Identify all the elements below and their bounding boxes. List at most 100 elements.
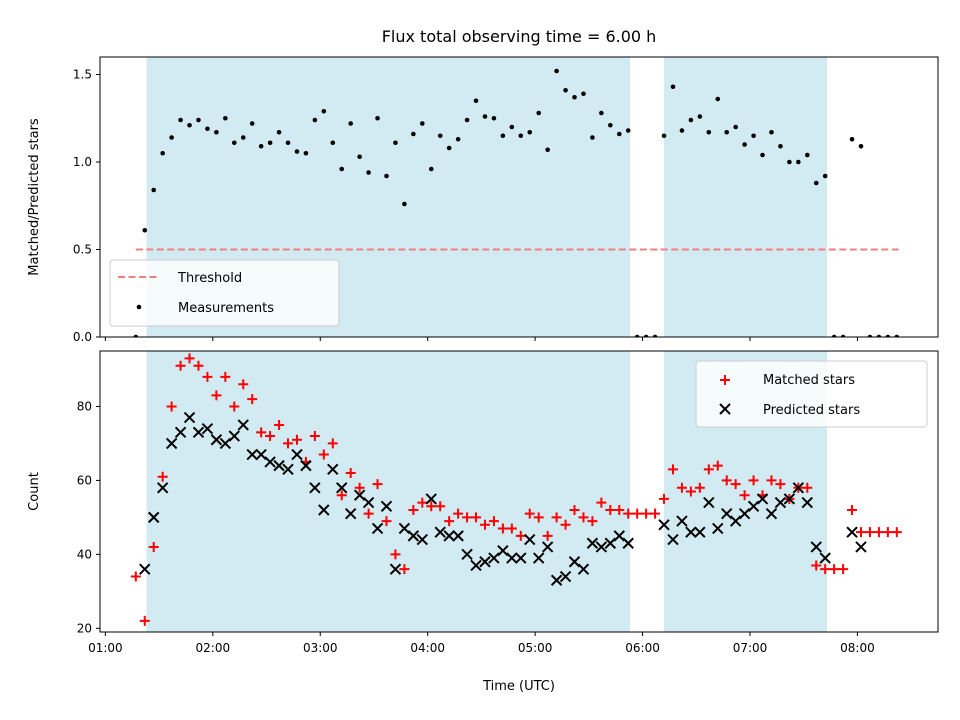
measurement-point bbox=[813, 180, 819, 186]
measurement-point bbox=[509, 124, 515, 130]
matched-star-point bbox=[766, 475, 777, 486]
matched-star-point bbox=[694, 482, 705, 493]
plot-marks bbox=[133, 68, 900, 337]
predicted-star-point bbox=[846, 526, 858, 538]
predicted-star-point bbox=[210, 434, 223, 446]
measurement-point bbox=[536, 110, 541, 116]
measurement-point bbox=[608, 122, 613, 128]
x-tick-label: 08:00 bbox=[840, 641, 875, 655]
measurement-point bbox=[545, 147, 550, 153]
predicted-star-point bbox=[747, 500, 760, 512]
measurement-point bbox=[500, 133, 506, 139]
matched-star-point bbox=[641, 508, 652, 519]
predicted-star-point bbox=[165, 437, 178, 450]
measurement-point bbox=[446, 145, 452, 151]
matched-star-point bbox=[130, 571, 141, 582]
measurement-point bbox=[330, 140, 336, 146]
matched-star-point bbox=[238, 379, 249, 390]
predicted-star-point bbox=[264, 456, 276, 468]
measurement-point bbox=[357, 154, 362, 160]
matched-star-point bbox=[739, 490, 750, 501]
predicted-star-point bbox=[192, 426, 205, 439]
y-tick-label: 40 bbox=[77, 547, 92, 561]
measurement-point bbox=[760, 152, 765, 158]
matched-star-point bbox=[497, 523, 508, 534]
matched-star-point bbox=[703, 464, 714, 475]
measurement-point bbox=[240, 135, 246, 140]
predicted-star-point bbox=[801, 496, 813, 509]
measurement-point bbox=[366, 170, 371, 175]
predicted-star-point bbox=[443, 530, 455, 542]
matched-star-point bbox=[417, 497, 428, 508]
plot-marks bbox=[130, 353, 902, 626]
y-tick-label: 60 bbox=[77, 473, 92, 487]
measurement-point bbox=[679, 128, 685, 133]
measurement-point bbox=[384, 173, 389, 179]
matched-star-point bbox=[891, 527, 902, 538]
measurement-point bbox=[294, 149, 300, 154]
measurement-point bbox=[688, 117, 694, 123]
matched-star-point bbox=[363, 508, 374, 519]
measurement-point bbox=[473, 98, 479, 104]
measurement-point bbox=[822, 173, 828, 179]
y-tick-label: 20 bbox=[77, 621, 92, 635]
legend-predicted-label: Predicted stars bbox=[763, 403, 860, 418]
predicted-star-point bbox=[515, 552, 527, 564]
measurement-point bbox=[375, 115, 380, 121]
matched-star-point bbox=[211, 390, 222, 401]
matched-star-point bbox=[829, 564, 840, 575]
predicted-star-point bbox=[255, 448, 267, 461]
measurement-point bbox=[697, 114, 703, 119]
matched-star-point bbox=[856, 527, 867, 538]
legend-predicted-swatch bbox=[719, 403, 731, 415]
measurement-point bbox=[196, 117, 201, 123]
predicted-star-point bbox=[855, 541, 867, 553]
matched-star-point bbox=[873, 527, 884, 538]
matched-star-point bbox=[283, 438, 294, 449]
measurement-point bbox=[231, 140, 237, 146]
predicted-star-point bbox=[577, 563, 590, 575]
predicted-star-point bbox=[532, 552, 545, 564]
predicted-star-point bbox=[344, 507, 357, 520]
matched-star-point bbox=[247, 394, 258, 405]
predicted-star-point bbox=[309, 482, 321, 494]
measurement-point bbox=[482, 114, 488, 119]
legend-measurements-swatch bbox=[136, 304, 142, 310]
predicted-star-point bbox=[703, 496, 715, 509]
chart-title: Flux total observing time = 6.00 h bbox=[382, 27, 657, 46]
matched-star-point bbox=[193, 360, 204, 371]
measurement-point bbox=[769, 129, 774, 135]
measurement-point bbox=[402, 201, 407, 207]
predicted-star-point bbox=[174, 426, 187, 439]
measurement-point bbox=[625, 128, 631, 133]
predicted-star-point bbox=[371, 522, 384, 535]
measurement-point bbox=[464, 117, 470, 123]
measurement-point bbox=[393, 140, 398, 146]
predicted-star-point bbox=[291, 448, 303, 461]
measurement-point bbox=[142, 227, 148, 233]
measurement-point bbox=[724, 129, 730, 135]
x-tick-label: 01:00 bbox=[88, 641, 123, 655]
matched-star-point bbox=[256, 427, 267, 438]
measurement-point bbox=[894, 334, 900, 337]
matched-star-point bbox=[712, 460, 723, 471]
predicted-star-point bbox=[729, 515, 742, 527]
predicted-star-point bbox=[425, 493, 437, 505]
matched-star-point bbox=[542, 530, 553, 541]
legend-measurements-label: Measurements bbox=[178, 301, 274, 316]
predicted-star-point bbox=[676, 515, 688, 527]
measurement-point bbox=[285, 140, 291, 146]
measurement-point bbox=[715, 96, 721, 102]
measurement-point bbox=[303, 150, 309, 156]
matched-star-point bbox=[479, 519, 490, 530]
measurement-point bbox=[428, 166, 434, 172]
measurement-point bbox=[858, 143, 864, 149]
predicted-star-point bbox=[488, 552, 500, 564]
axes-frame bbox=[99, 56, 939, 338]
matched-star-point bbox=[166, 401, 177, 412]
matched-star-point bbox=[864, 527, 875, 538]
matched-star-point bbox=[175, 360, 186, 371]
predicted-star-point bbox=[559, 570, 572, 583]
predicted-star-point bbox=[622, 537, 634, 549]
y-tick-label: 0.0 bbox=[73, 330, 92, 344]
